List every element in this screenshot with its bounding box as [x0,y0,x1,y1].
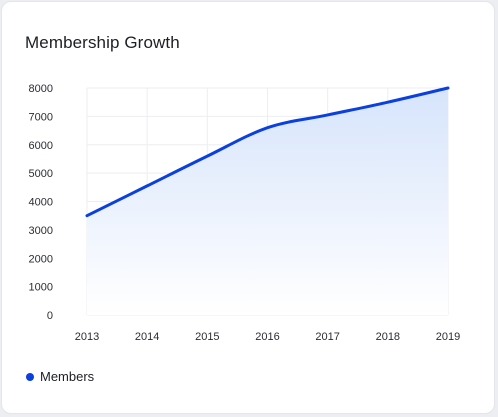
y-axis: 0 1000 2000 3000 4000 5000 6000 7000 8000 [29,83,53,322]
y-tick-label: 0 [47,310,53,322]
legend[interactable]: Members [26,369,94,384]
y-tick-label: 2000 [29,253,53,265]
x-tick-label: 2017 [315,331,339,343]
series-line-group [85,86,450,218]
y-tick-label: 4000 [29,197,53,209]
y-tick-label: 1000 [29,282,53,294]
legend-label-members: Members [40,369,95,384]
series-line-members [85,86,450,218]
x-tick-label: 2013 [75,331,99,343]
x-tick-label: 2018 [376,331,400,343]
y-tick-label: 6000 [29,140,53,152]
x-tick-label: 2016 [255,331,279,343]
y-tick-label: 5000 [29,168,53,180]
series-area-members [87,88,448,315]
x-tick-label: 2019 [436,331,460,343]
area-fill-group [87,88,448,315]
y-tick-label: 7000 [29,111,53,123]
chart-title: Membership Growth [25,33,180,52]
x-tick-label: 2015 [195,331,219,343]
y-tick-label: 3000 [29,225,53,237]
legend-marker-members [26,372,34,381]
x-axis: 2013 2014 2015 2016 2017 2018 2019 [75,331,460,343]
x-tick-label: 2014 [135,331,159,343]
y-tick-label: 8000 [29,83,53,95]
